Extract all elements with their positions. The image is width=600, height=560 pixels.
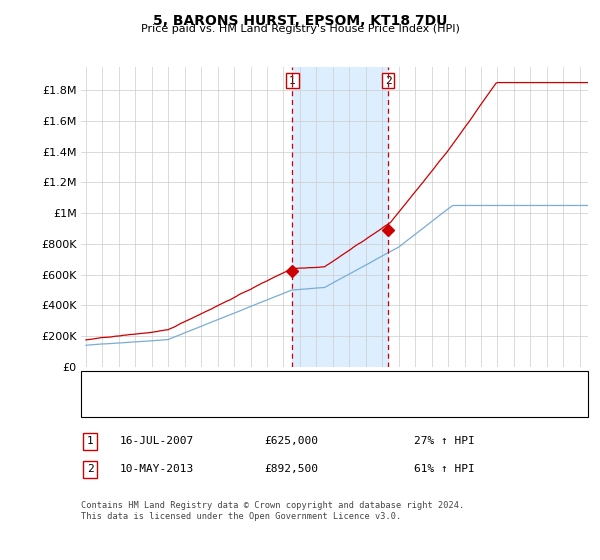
Text: 61% ↑ HPI: 61% ↑ HPI (414, 464, 475, 474)
Text: £625,000: £625,000 (264, 436, 318, 446)
Text: 10-MAY-2013: 10-MAY-2013 (120, 464, 194, 474)
Bar (292, 67, 388, 367)
Text: 5, BARONS HURST, EPSOM, KT18 7DU: 5, BARONS HURST, EPSOM, KT18 7DU (153, 14, 447, 28)
Text: 1: 1 (289, 76, 296, 86)
Text: £892,500: £892,500 (264, 464, 318, 474)
Text: 1: 1 (86, 436, 94, 446)
Text: HPI: Average price, detached house, Epsom and Ewell: HPI: Average price, detached house, Epso… (114, 401, 433, 410)
Text: ——: —— (88, 399, 111, 412)
Text: 2: 2 (86, 464, 94, 474)
Text: 5, BARONS HURST, EPSOM, KT18 7DU (detached house): 5, BARONS HURST, EPSOM, KT18 7DU (detach… (114, 379, 420, 389)
Text: 27% ↑ HPI: 27% ↑ HPI (414, 436, 475, 446)
Text: 2: 2 (385, 76, 392, 86)
Text: Price paid vs. HM Land Registry's House Price Index (HPI): Price paid vs. HM Land Registry's House … (140, 24, 460, 34)
Text: Contains HM Land Registry data © Crown copyright and database right 2024.
This d: Contains HM Land Registry data © Crown c… (81, 501, 464, 521)
Text: ——: —— (88, 377, 111, 391)
Text: 16-JUL-2007: 16-JUL-2007 (120, 436, 194, 446)
